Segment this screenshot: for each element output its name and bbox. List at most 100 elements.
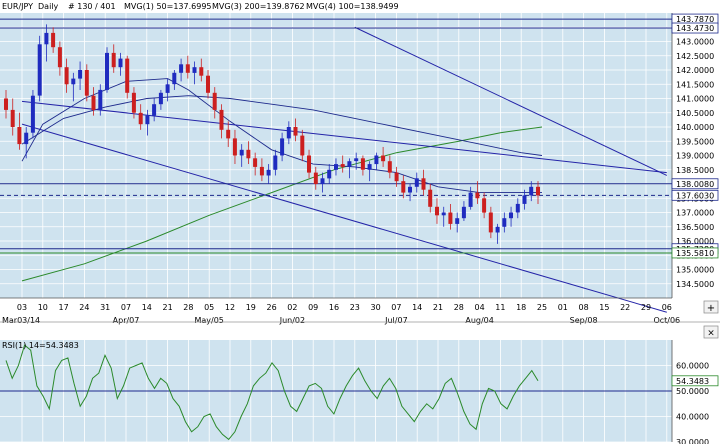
mvg200-label: MVG(3) 200=139.8762 (212, 2, 305, 11)
candle-body-69 (468, 192, 473, 207)
candle-6 (44, 24, 49, 62)
price-tick-label-8: 138.5000 (676, 166, 714, 175)
candle-54 (367, 161, 372, 182)
day-tick-label-13: 02 (287, 303, 297, 312)
price-tick-label-5: 137.0000 (676, 209, 714, 218)
candle-body-74 (502, 218, 507, 227)
candle-body-41 (280, 138, 285, 156)
candle-5 (37, 35, 42, 102)
candle-body-72 (488, 212, 493, 233)
candle-body-56 (381, 155, 386, 162)
day-tick-label-11: 19 (246, 303, 256, 312)
candle-7 (51, 27, 56, 53)
candle-46 (313, 166, 318, 190)
candle-38 (259, 158, 264, 182)
candle-36 (246, 141, 251, 165)
candle-79 (536, 181, 540, 204)
candle-body-48 (327, 169, 332, 179)
time-axis: 03 10 17 24 31 07 14 21 28 05 12 19 26 02 09 16 23 30 07 14… (0, 297, 680, 325)
zoom-in-button[interactable]: + (703, 300, 719, 314)
day-tick-label-25: 25 (537, 303, 547, 312)
candle-9 (64, 58, 69, 93)
candle-43 (293, 118, 298, 142)
day-tick-label-6: 14 (142, 303, 152, 312)
month-tick-label-6: Sep/08 (570, 316, 598, 325)
candle-body-53 (360, 158, 365, 170)
day-tick-label-16: 23 (350, 303, 360, 312)
candle-45 (307, 149, 311, 179)
ma-100-line (21, 95, 543, 156)
candle-body-63 (428, 189, 433, 207)
candle-body-20 (138, 112, 143, 125)
candle-body-34 (232, 138, 237, 156)
day-tick-label-21: 28 (454, 303, 464, 312)
candle-body-52 (354, 158, 359, 162)
price-tick-label-1: 135.0000 (676, 266, 714, 275)
candle-body-38 (259, 166, 264, 176)
candle-3 (24, 127, 29, 159)
candle-body-27 (185, 64, 190, 73)
mvg100-label: MVG(4) 100=138.9499 (306, 2, 399, 11)
candle-20 (138, 104, 143, 130)
candle-31 (212, 87, 217, 119)
candle-19 (131, 87, 136, 119)
candle-body-2 (17, 127, 22, 145)
candle-body-35 (239, 149, 244, 156)
candle-body-46 (313, 172, 318, 184)
candle-body-1 (10, 109, 15, 127)
day-tick-label-27: 08 (579, 303, 589, 312)
candle-body-45 (307, 155, 311, 173)
candle-75 (509, 206, 513, 227)
candle-body-7 (51, 32, 56, 48)
candle-56 (381, 146, 386, 167)
channel-trendlines (21, 26, 668, 313)
day-tick-label-5: 07 (121, 303, 131, 312)
price-tick-label-10: 139.5000 (676, 137, 714, 146)
candle-58 (394, 166, 399, 187)
rsi-tick-label-3: 60.0000 (676, 362, 709, 371)
month-tick-label-1: Apr/07 (113, 316, 140, 325)
rsi-close-button[interactable]: × (703, 325, 719, 339)
candle-body-32 (219, 109, 224, 130)
candle-body-33 (226, 129, 231, 139)
candle-30 (206, 70, 210, 99)
month-tick-label-0: Mar03/14 (2, 316, 40, 325)
candle-body-14 (98, 89, 103, 110)
price-level-box-3 (671, 189, 719, 201)
candle-74 (502, 212, 507, 233)
candle-body-61 (414, 178, 419, 187)
candle-body-15 (105, 52, 109, 90)
candle-50 (340, 155, 345, 173)
candle-32 (219, 104, 224, 139)
candle-body-60 (408, 186, 412, 193)
candle-body-36 (246, 149, 251, 159)
candle-65 (441, 206, 446, 227)
candle-body-42 (286, 127, 291, 139)
day-tick-label-29: 22 (620, 303, 630, 312)
month-tick-label-4: Jul/07 (384, 316, 408, 325)
rsi-tick-label-0: 30.0000 (676, 438, 709, 444)
day-tick-label-15: 16 (329, 303, 339, 312)
candle-body-9 (64, 67, 69, 85)
candle-body-77 (522, 195, 527, 204)
candle-body-62 (421, 178, 426, 190)
day-tick-label-18: 07 (391, 303, 401, 312)
day-tick-label-2: 17 (59, 303, 69, 312)
candle-11 (78, 61, 83, 90)
candle-body-22 (152, 104, 157, 116)
candle-52 (354, 152, 359, 170)
candle-63 (428, 184, 433, 213)
candle-body-26 (179, 64, 184, 73)
price-tick-label-15: 142.0000 (676, 66, 714, 75)
candle-body-65 (441, 212, 446, 216)
close-icon: × (707, 329, 715, 339)
candle-55 (374, 152, 379, 170)
candle-body-11 (78, 70, 83, 79)
price-tick-label-0: 134.5000 (676, 280, 714, 289)
candle-body-3 (24, 132, 29, 145)
candle-17 (118, 52, 123, 76)
candle-body-57 (387, 161, 392, 173)
candle-47 (320, 172, 325, 193)
candle-33 (226, 121, 231, 147)
